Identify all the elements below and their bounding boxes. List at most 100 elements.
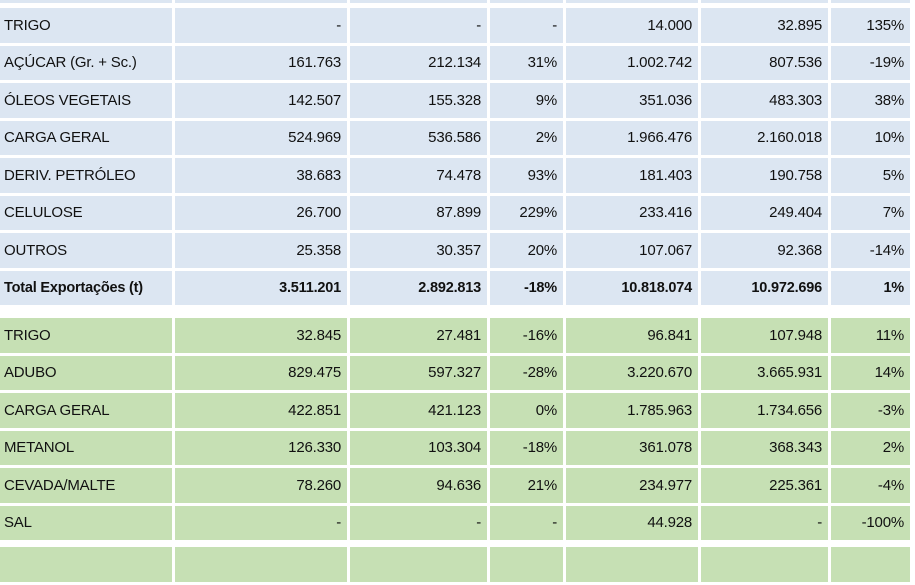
- cell-c5: 92.368: [701, 233, 828, 268]
- cell-c4: 1.785.963: [566, 393, 698, 428]
- cell-c6: 135%: [831, 8, 910, 43]
- export-row: OUTROS 25.358 30.357 20% 107.067 92.368 -14%: [0, 233, 912, 268]
- export-row: DERIV. PETRÓLEO 38.683 74.478 93% 181.403 190…: [0, 158, 912, 193]
- cell-c2: 103.304: [350, 430, 487, 465]
- cell-c4: 14.000: [566, 8, 698, 43]
- cell-c3: -18%: [490, 430, 563, 465]
- cell-c4: 181.403: [566, 158, 698, 193]
- row-label: CELULOSE: [0, 195, 172, 230]
- row-label: SAL: [0, 505, 172, 540]
- cell-c1: 25.358: [175, 233, 347, 268]
- cell-c2: 2.892.813: [350, 270, 487, 305]
- export-row: TRIGO - - -14.000 32.895 135%: [0, 8, 912, 43]
- cell-c2: -: [350, 8, 487, 43]
- cell-c5: 249.404: [701, 195, 828, 230]
- cell-c5: 2.160.018: [701, 120, 828, 155]
- cell-c2: 155.328: [350, 83, 487, 118]
- row-label: CARGA GERAL: [0, 120, 172, 155]
- cell-c5: 1.734.656: [701, 393, 828, 428]
- row-label: Total Exportações (t): [0, 270, 172, 305]
- row-label: OUTROS: [0, 233, 172, 268]
- row-label: ÓLEOS VEGETAIS: [0, 83, 172, 118]
- cell-c1: -: [175, 8, 347, 43]
- cell-c3: -18%: [490, 270, 563, 305]
- export-row: Total Exportações (t) 3.511.201 2.892.813-…: [0, 270, 912, 305]
- cell-c5: 190.758: [701, 158, 828, 193]
- row-label: ADUBO: [0, 355, 172, 390]
- cell-c6: 1%: [831, 270, 910, 305]
- import-table-partial-bottom: [0, 547, 912, 585]
- cell-c2: 536.586: [350, 120, 487, 155]
- cell-c5: 807.536: [701, 45, 828, 80]
- export-table: TRIGO - - -14.000 32.895 135% AÇÚCAR (Gr. + Sc…: [0, 8, 912, 308]
- cell-c3: -16%: [490, 318, 563, 353]
- cell-c1: 3.511.201: [175, 270, 347, 305]
- cell-c5: 32.895: [701, 8, 828, 43]
- cell-c5: 225.361: [701, 468, 828, 503]
- cell-c2: 94.636: [350, 468, 487, 503]
- cell-c2: 421.123: [350, 393, 487, 428]
- cell-c5: -: [701, 505, 828, 540]
- cell-c1: 161.763: [175, 45, 347, 80]
- cell-c3: 2%: [490, 120, 563, 155]
- cell-c2: 27.481: [350, 318, 487, 353]
- cell-c1: 78.260: [175, 468, 347, 503]
- row-label: TRIGO: [0, 8, 172, 43]
- cell-c6: -14%: [831, 233, 910, 268]
- cell-c1: 38.683: [175, 158, 347, 193]
- cell-c6: 2%: [831, 430, 910, 465]
- cell-c2: 87.899: [350, 195, 487, 230]
- cell-c4: 233.416: [566, 195, 698, 230]
- cell-c3: 21%: [490, 468, 563, 503]
- cell-c5: 483.303: [701, 83, 828, 118]
- export-row: CARGA GERAL 524.969 536.586 2% 1.966.476 2.16…: [0, 120, 912, 155]
- cell-c4: 1.966.476: [566, 120, 698, 155]
- import-row: CARGA GERAL 422.851 421.123 0% 1.785.963 1.73…: [0, 393, 912, 428]
- import-row: ADUBO 829.475 597.327 -28% 3.220.670 3.665.93…: [0, 355, 912, 390]
- cell-c2: 212.134: [350, 45, 487, 80]
- cell-c3: 9%: [490, 83, 563, 118]
- cell-c6: 7%: [831, 195, 910, 230]
- row-label: AÇÚCAR (Gr. + Sc.): [0, 45, 172, 80]
- export-row: ÓLEOS VEGETAIS 142.507 155.328 9% 351.036 483…: [0, 83, 912, 118]
- cell-c6: 5%: [831, 158, 910, 193]
- cell-c1: -: [175, 505, 347, 540]
- cell-c4: 1.002.742: [566, 45, 698, 80]
- cell-c4: 351.036: [566, 83, 698, 118]
- import-row: METANOL 126.330 103.304 -18% 361.078 368.343 2…: [0, 430, 912, 465]
- cell-c2: -: [350, 505, 487, 540]
- cell-c4: 234.977: [566, 468, 698, 503]
- cell-c1: 422.851: [175, 393, 347, 428]
- cell-c3: -: [490, 505, 563, 540]
- export-row: CELULOSE 26.700 87.899 229% 233.416 249.404 7%: [0, 195, 912, 230]
- cell-c5: 3.665.931: [701, 355, 828, 390]
- export-table-partial-top: [0, 0, 912, 6]
- cell-c6: -100%: [831, 505, 910, 540]
- import-row: TRIGO 32.845 27.481 -16% 96.841 107.948 11%: [0, 318, 912, 353]
- cell-c2: 74.478: [350, 158, 487, 193]
- row-label: CARGA GERAL: [0, 393, 172, 428]
- cell-c3: 93%: [490, 158, 563, 193]
- row-label: DERIV. PETRÓLEO: [0, 158, 172, 193]
- cell-c1: 142.507: [175, 83, 347, 118]
- cell-c3: -28%: [490, 355, 563, 390]
- import-row: SAL - - -44.928- -100%: [0, 505, 912, 540]
- cell-c3: 20%: [490, 233, 563, 268]
- cell-c5: 10.972.696: [701, 270, 828, 305]
- cell-c3: 0%: [490, 393, 563, 428]
- cell-c1: 126.330: [175, 430, 347, 465]
- cell-c2: 597.327: [350, 355, 487, 390]
- import-table: TRIGO 32.845 27.481 -16% 96.841 107.948 11% ADU…: [0, 318, 912, 543]
- cell-c3: -: [490, 8, 563, 43]
- cell-c5: 368.343: [701, 430, 828, 465]
- cell-c4: 10.818.074: [566, 270, 698, 305]
- cell-c4: 44.928: [566, 505, 698, 540]
- cell-c4: 3.220.670: [566, 355, 698, 390]
- export-row: AÇÚCAR (Gr. + Sc.) 161.763 212.134 31% 1.002…: [0, 45, 912, 80]
- cell-c2: 30.357: [350, 233, 487, 268]
- cell-c4: 361.078: [566, 430, 698, 465]
- cell-c1: 32.845: [175, 318, 347, 353]
- row-label: TRIGO: [0, 318, 172, 353]
- cell-c6: -3%: [831, 393, 910, 428]
- cell-c1: 829.475: [175, 355, 347, 390]
